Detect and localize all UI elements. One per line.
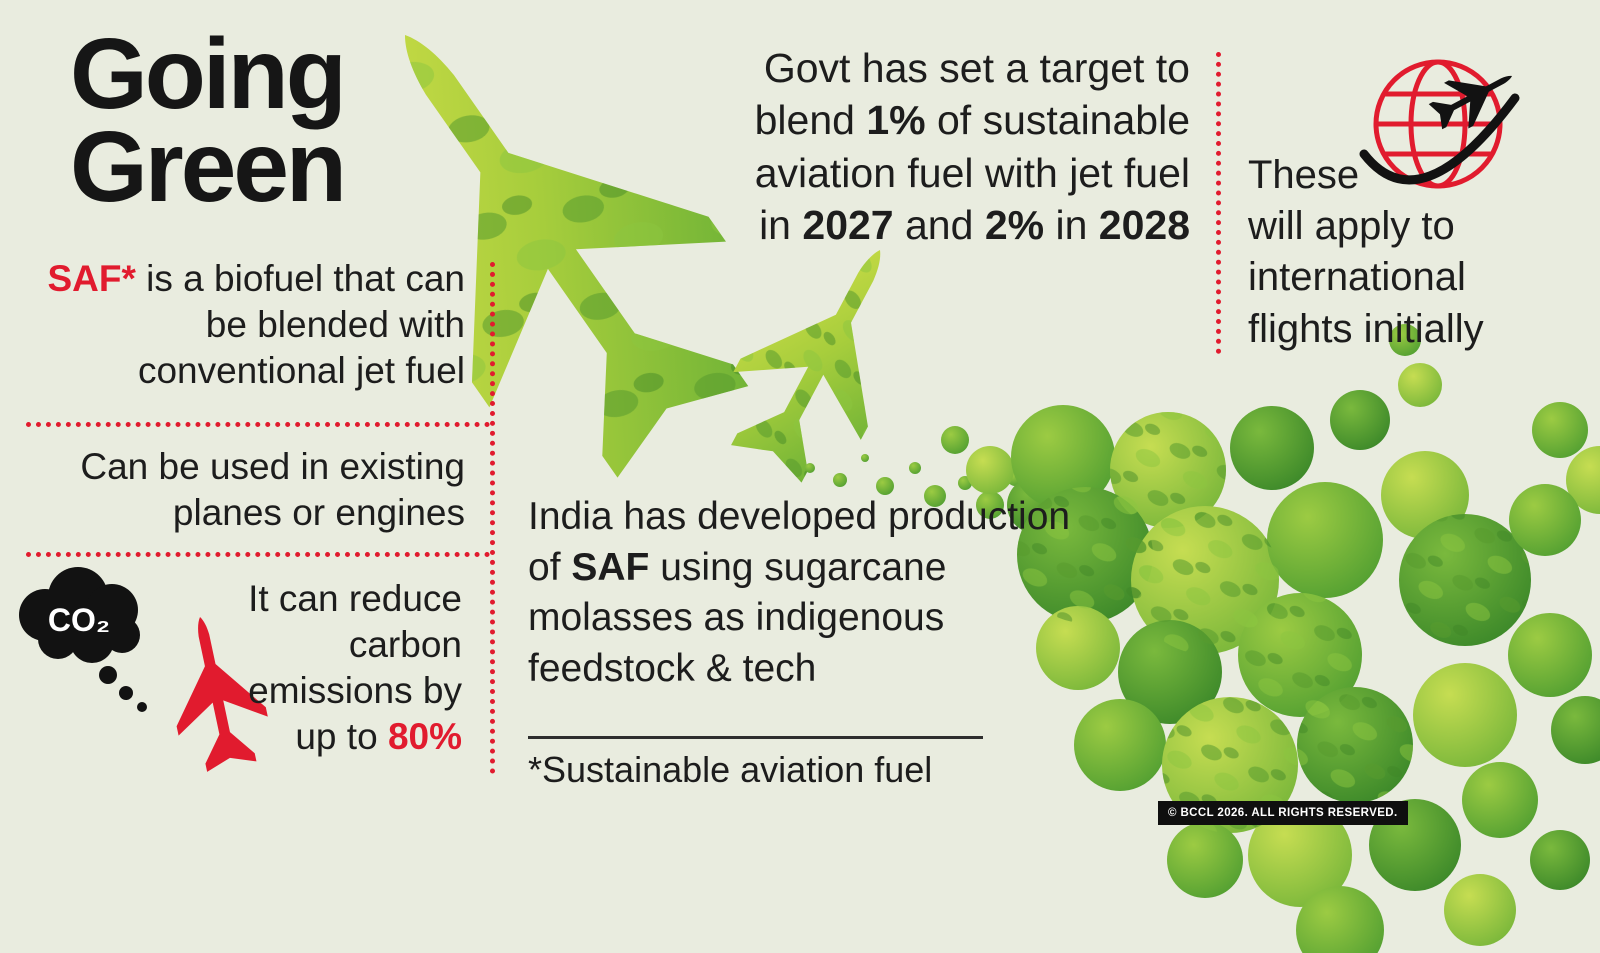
dotted-divider-left-1 [26,422,490,427]
govt-bold-2028: 2028 [1098,202,1190,249]
govt-seg4: in [1044,202,1099,249]
carbon-highlight: 80% [387,715,462,757]
international-fact-line: international [1248,255,1466,300]
flight-swoosh [1359,93,1520,185]
globe-flight-icon [1359,53,1525,189]
co2-cloud-icon [19,567,147,712]
green-plane-small-illustration [702,216,944,498]
green-bubbles-illustration [941,324,1600,953]
saf-definition-fact: SAF* is a biofuel that can be blended wi… [20,256,465,394]
headline-line-1: Going [70,18,347,130]
headline-line-2: Green [70,111,347,223]
co2-label: CO₂ [48,602,110,638]
dotted-divider-vertical-right [1216,52,1221,354]
copyright-badge: © BCCL 2026. ALL RIGHTS RESERVED. [1158,801,1408,825]
international-fact-line: will apply to [1248,204,1455,249]
india-bold-saf: SAF [571,545,650,589]
india-fact: India has developed production of SAF us… [528,492,1078,695]
saf-highlight: SAF* [47,258,136,299]
saf-definition-text: is a biofuel that can be blended with co… [135,258,465,391]
govt-seg3: and [893,202,985,249]
carbon-fact: It can reduce carbon emissions by up to … [202,576,462,760]
dotted-divider-left-2 [26,552,490,557]
carbon-fact-text: It can reduce carbon emissions by up to [248,578,462,757]
usage-fact: Can be used in existing planes or engine… [80,446,465,533]
govt-seg2: of sustainable aviation fuel with jet fu… [754,97,1190,249]
international-fact-line: flights initially [1248,306,1484,351]
govt-bold-1pct: 1% [866,97,926,144]
footnote: *Sustainable aviation fuel [528,749,933,790]
co2-plane-art: CO₂ [19,567,277,777]
footnote-divider [528,736,983,739]
govt-bold-2027: 2027 [802,202,894,249]
international-fact-line: These [1248,153,1360,197]
india-seg1: India has developed production of [528,495,1071,589]
india-seg2: using sugarcane molasses as indigenous f… [528,545,947,691]
dotted-divider-vertical-left [490,262,495,774]
headline: Going Green [70,18,347,223]
govt-seg1: Govt has set a target to blend [754,45,1190,144]
international-fact: These will apply to international flight… [1248,150,1484,355]
govt-target-fact: Govt has set a target to blend 1% of sus… [745,42,1190,252]
govt-bold-2pct: 2% [984,202,1045,249]
